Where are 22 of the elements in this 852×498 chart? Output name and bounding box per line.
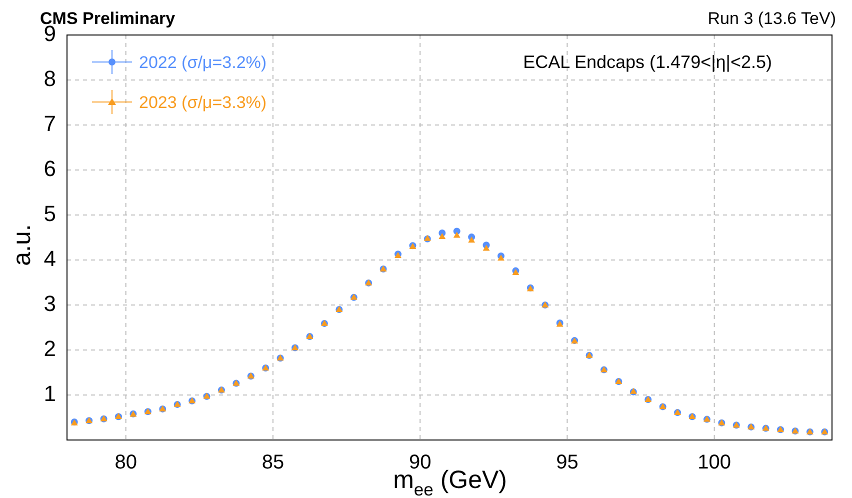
legend-label: 2023 (σ/μ=3.3%) (139, 93, 267, 112)
y-tick-label: 6 (44, 156, 56, 182)
annotation: ECAL Endcaps (1.479<|η|<2.5) (523, 52, 772, 72)
point (498, 254, 504, 261)
y-tick-label: 3 (44, 291, 56, 316)
x-tick-label: 95 (556, 452, 578, 474)
x-tick-label: 100 (698, 452, 731, 474)
text: Run 3 (13.6 TeV) (708, 9, 836, 28)
y-axis-title: a.u. (8, 224, 36, 266)
x-tick-label: 85 (262, 452, 284, 474)
y-tick-label: 1 (44, 381, 56, 406)
x-tick-label: 80 (114, 452, 137, 474)
point (453, 232, 460, 238)
y-tick-label: 7 (44, 111, 56, 136)
y-tick-label: 4 (44, 246, 56, 272)
point (482, 244, 490, 251)
y-tick-label: 8 (44, 66, 56, 92)
y-tick-label: 2 (44, 336, 56, 362)
point (438, 233, 446, 240)
legend-label: 2022 (σ/μ=3.2%) (139, 53, 267, 72)
point (468, 236, 476, 243)
y-tick-label: 5 (44, 201, 56, 226)
